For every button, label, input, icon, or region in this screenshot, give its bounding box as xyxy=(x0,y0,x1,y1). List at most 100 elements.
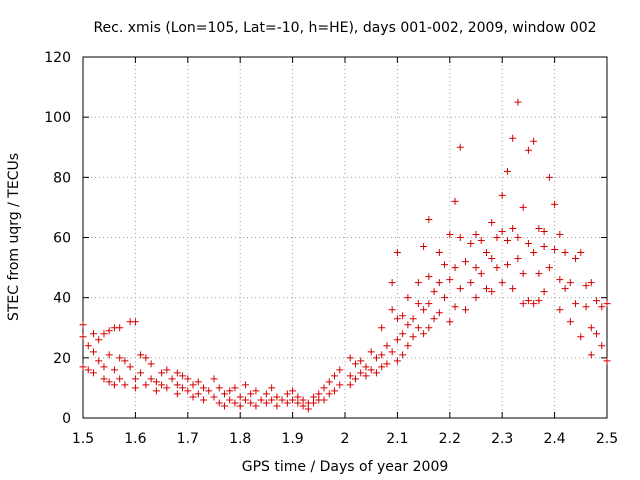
data-point xyxy=(477,270,485,278)
data-point xyxy=(519,203,527,211)
y-tick-label: 60 xyxy=(53,231,71,247)
data-point xyxy=(252,402,260,410)
y-tick-label: 20 xyxy=(53,351,71,367)
data-point xyxy=(446,230,454,238)
data-point xyxy=(257,396,265,404)
data-point xyxy=(404,321,412,329)
data-point xyxy=(116,324,124,332)
data-point xyxy=(220,402,228,410)
axis-ticks: 1.5 1.6 1.7 1.8 1.9 2 2.1 2.2 2.3 2.4 2.5 0 20 40 60 80… xyxy=(44,50,618,447)
data-point xyxy=(163,366,171,374)
data-point xyxy=(383,342,391,350)
data-point xyxy=(158,369,166,377)
data-point xyxy=(362,372,370,380)
data-point xyxy=(231,399,239,407)
x-tick-label: 1.6 xyxy=(124,431,146,447)
data-point xyxy=(142,381,150,389)
x-tick-label: 2.1 xyxy=(386,431,408,447)
data-point xyxy=(220,390,228,398)
data-point xyxy=(477,237,485,245)
data-point xyxy=(289,387,297,395)
x-tick-label: 2.2 xyxy=(439,431,461,447)
data-point xyxy=(179,384,187,392)
data-point xyxy=(561,249,569,257)
data-point xyxy=(420,243,428,251)
data-point xyxy=(200,384,208,392)
data-point xyxy=(482,249,490,257)
data-point xyxy=(535,297,543,305)
data-point xyxy=(189,393,197,401)
data-point xyxy=(310,399,318,407)
data-point xyxy=(278,396,286,404)
data-point xyxy=(378,363,386,371)
data-point xyxy=(577,333,585,341)
data-point xyxy=(105,351,113,359)
data-point xyxy=(456,143,464,151)
y-tick-label: 120 xyxy=(44,50,71,66)
data-point xyxy=(467,279,475,287)
data-point xyxy=(383,360,391,368)
data-point xyxy=(572,255,580,263)
data-point xyxy=(451,197,459,205)
data-point xyxy=(572,300,580,308)
data-point xyxy=(158,381,166,389)
data-point xyxy=(409,315,417,323)
data-point xyxy=(566,279,574,287)
y-tick-label: 0 xyxy=(62,411,71,427)
data-point xyxy=(226,387,234,395)
gridlines xyxy=(83,57,607,418)
data-point xyxy=(173,369,181,377)
data-point xyxy=(116,375,124,383)
data-point xyxy=(320,396,328,404)
data-point xyxy=(540,227,548,235)
data-point xyxy=(210,393,218,401)
data-point xyxy=(509,224,517,232)
data-point xyxy=(388,306,396,314)
data-point xyxy=(247,390,255,398)
data-point xyxy=(425,324,433,332)
data-point xyxy=(299,396,307,404)
data-point xyxy=(414,300,422,308)
x-tick-label: 2 xyxy=(341,431,350,447)
data-point xyxy=(509,134,517,142)
data-point xyxy=(310,393,318,401)
data-point xyxy=(399,330,407,338)
data-point xyxy=(561,285,569,293)
data-point xyxy=(372,369,380,377)
data-point xyxy=(388,348,396,356)
data-point xyxy=(582,282,590,290)
data-point xyxy=(404,342,412,350)
x-tick-label: 1.8 xyxy=(229,431,251,447)
data-point xyxy=(524,297,532,305)
data-point xyxy=(89,330,97,338)
data-point xyxy=(100,375,108,383)
data-point xyxy=(393,357,401,365)
data-point xyxy=(262,399,270,407)
data-point xyxy=(524,146,532,154)
data-point xyxy=(530,300,538,308)
data-point xyxy=(241,396,249,404)
x-tick-label: 2.4 xyxy=(543,431,565,447)
x-tick-label: 1.7 xyxy=(177,431,199,447)
data-point xyxy=(331,372,339,380)
data-point xyxy=(320,384,328,392)
data-point xyxy=(488,288,496,296)
data-point xyxy=(205,387,213,395)
x-tick-label: 1.5 xyxy=(72,431,94,447)
data-point xyxy=(247,399,255,407)
data-point xyxy=(215,399,223,407)
data-point xyxy=(414,324,422,332)
data-point xyxy=(168,375,176,383)
data-point xyxy=(462,306,470,314)
data-point xyxy=(451,303,459,311)
data-point xyxy=(378,351,386,359)
y-tick-label: 40 xyxy=(53,291,71,307)
data-points xyxy=(79,98,611,413)
data-point xyxy=(215,384,223,392)
data-point xyxy=(488,218,496,226)
data-point xyxy=(556,306,564,314)
data-point xyxy=(503,237,511,245)
data-point xyxy=(514,98,522,106)
data-point xyxy=(556,230,564,238)
data-point xyxy=(95,336,103,344)
